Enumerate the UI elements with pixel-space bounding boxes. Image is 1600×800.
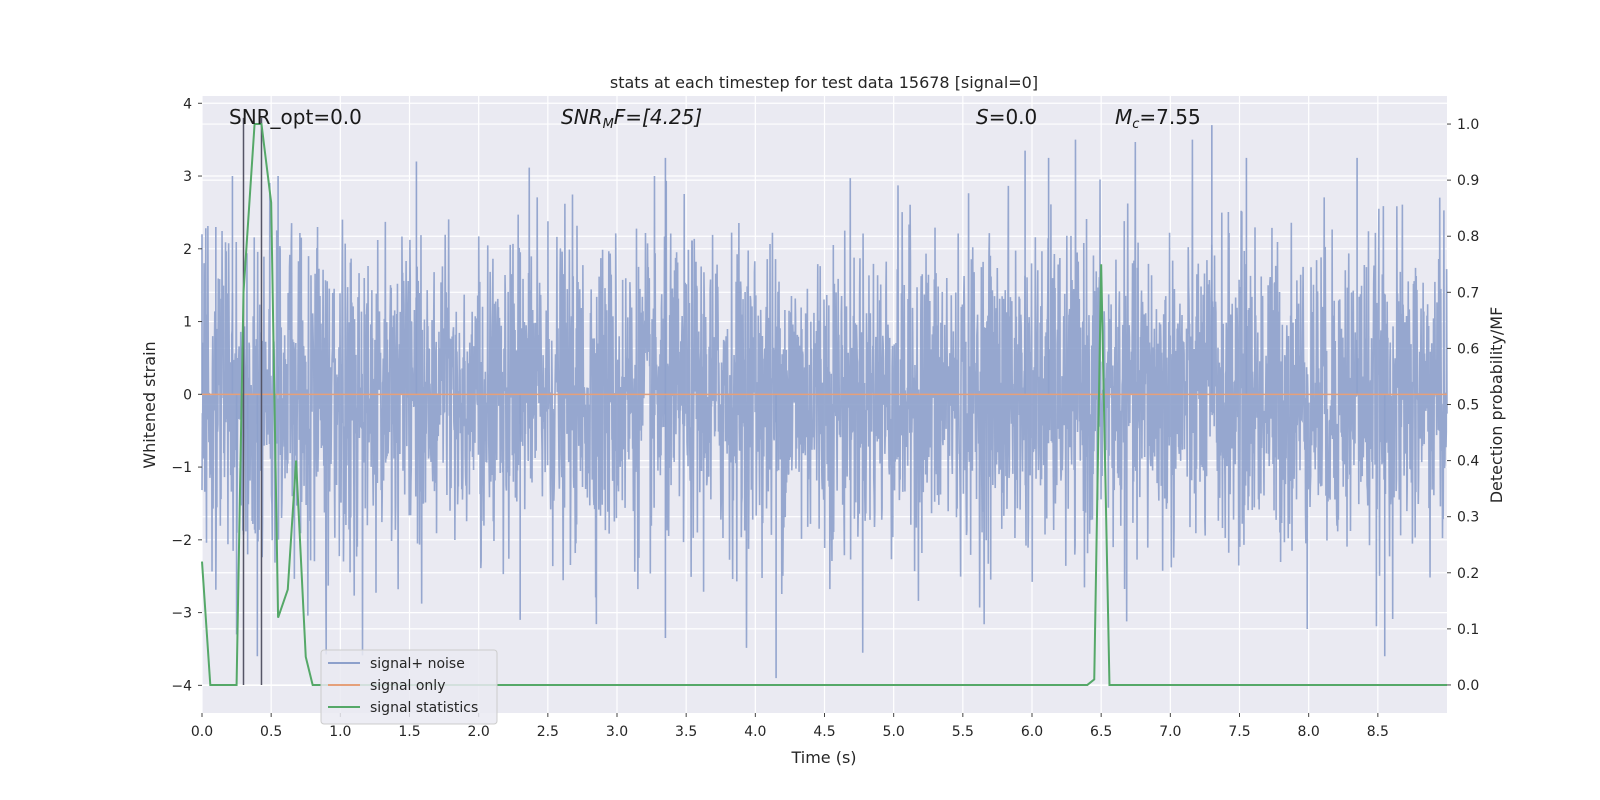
y-axis-label-right: Detection probability/MF: [1487, 307, 1506, 504]
y-left-tick-label-4: 0: [183, 387, 192, 403]
annotation-snr-opt: SNR_opt=0.0: [229, 105, 362, 129]
x-tick-label-11: 5.5: [952, 724, 974, 740]
x-tick-label-13: 6.5: [1090, 724, 1112, 740]
y-left-tick-label-6: 2: [183, 242, 192, 258]
x-tick-label-2: 1.0: [329, 724, 351, 740]
annotation-mc-rest: =7.55: [1139, 105, 1200, 129]
x-tick-label-15: 7.5: [1228, 724, 1250, 740]
y-right-tick-label-0: 0.0: [1457, 678, 1479, 694]
x-tick-label-7: 3.5: [675, 724, 697, 740]
x-axis-label: Time (s): [790, 748, 856, 767]
y-left-tick-label-0: −4: [171, 678, 192, 694]
y-right-tick-label-6: 0.6: [1457, 341, 1479, 357]
y-right-tick-label-1: 0.1: [1457, 622, 1479, 638]
x-tick-label-16: 8.0: [1298, 724, 1320, 740]
annotation-s: S=0.0: [976, 105, 1037, 129]
x-tick-label-1: 0.5: [260, 724, 282, 740]
annotation-mc: Mc=7.55: [1115, 105, 1201, 132]
y-right-tick-label-7: 0.7: [1457, 285, 1479, 301]
y-axis-label-left: Whitened strain: [140, 341, 159, 468]
x-tick-label-3: 1.5: [398, 724, 420, 740]
y-left-tick-label-5: 1: [183, 315, 192, 331]
y-right-tick-label-3: 0.3: [1457, 510, 1479, 526]
y-left-tick-label-1: −3: [171, 606, 192, 622]
legend-label-signal-only: signal only: [370, 678, 445, 694]
y-right-tick-label-10: 1.0: [1457, 117, 1479, 133]
y-right-tick-label-4: 0.4: [1457, 454, 1479, 470]
y-ticks-right: 0.0 0.1 0.2 0.3 0.4 0.5 0.6 0.7 0.8 0.9 1.0: [1447, 117, 1479, 694]
y-left-tick-label-2: −2: [171, 533, 192, 549]
annotation-snr-mf-rest: F=[4.25]: [614, 105, 702, 129]
legend-label-signal-noise: signal+ noise: [370, 656, 465, 672]
annotation-s-rest: =0.0: [989, 105, 1038, 129]
annotation-snr-mf-subscript: M: [603, 117, 614, 132]
x-tick-label-9: 4.5: [813, 724, 835, 740]
x-ticks: 0.0 0.5 1.0 1.5 2.0 2.5 3.0 3.5 4.0 4.5 5.0 5.5 6.0 6…: [191, 713, 1389, 740]
y-left-tick-label-8: 4: [183, 96, 192, 112]
annotation-s-symbol: S: [976, 105, 989, 129]
chart-title: stats at each timestep for test data 156…: [610, 73, 1038, 92]
legend-box: [320, 649, 498, 725]
x-tick-label-5: 2.5: [537, 724, 559, 740]
y-right-tick-label-5: 0.5: [1457, 398, 1479, 414]
x-tick-label-17: 8.5: [1367, 724, 1389, 740]
y-left-tick-label-7: 3: [183, 169, 192, 185]
signal-statistics-line: [201, 123, 1447, 686]
annotation-snr-mf: SNRMF=[4.25]: [561, 105, 702, 132]
y-left-tick-label-3: −1: [171, 460, 192, 476]
x-tick-label-8: 4.0: [744, 724, 766, 740]
series-signal-noise: [201, 125, 1448, 679]
y-right-tick-label-2: 0.2: [1457, 566, 1479, 582]
series-signal-statistics: [201, 123, 1447, 686]
noise-trace: [201, 139, 1448, 656]
x-tick-label-10: 5.0: [883, 724, 905, 740]
y-right-tick-label-9: 0.9: [1457, 173, 1479, 189]
x-tick-label-6: 3.0: [606, 724, 628, 740]
x-tick-label-14: 7.0: [1159, 724, 1181, 740]
annotation-snr-mf-symbol: SNR: [561, 105, 603, 129]
x-tick-label-0: 0.0: [191, 724, 213, 740]
legend: signal+ noise signal only signal statist…: [320, 649, 498, 725]
annotation-mc-subscript: c: [1132, 117, 1139, 132]
annotation-mc-symbol: M: [1115, 105, 1132, 129]
vertical-markers: [242, 117, 263, 685]
x-tick-label-4: 2.0: [468, 724, 490, 740]
y-ticks-left: −4 −3 −2 −1 0 1 2 3 4: [171, 96, 202, 694]
legend-label-signal-statistics: signal statistics: [370, 700, 478, 716]
x-tick-label-12: 6.0: [1021, 724, 1043, 740]
y-right-tick-label-8: 0.8: [1457, 229, 1479, 245]
